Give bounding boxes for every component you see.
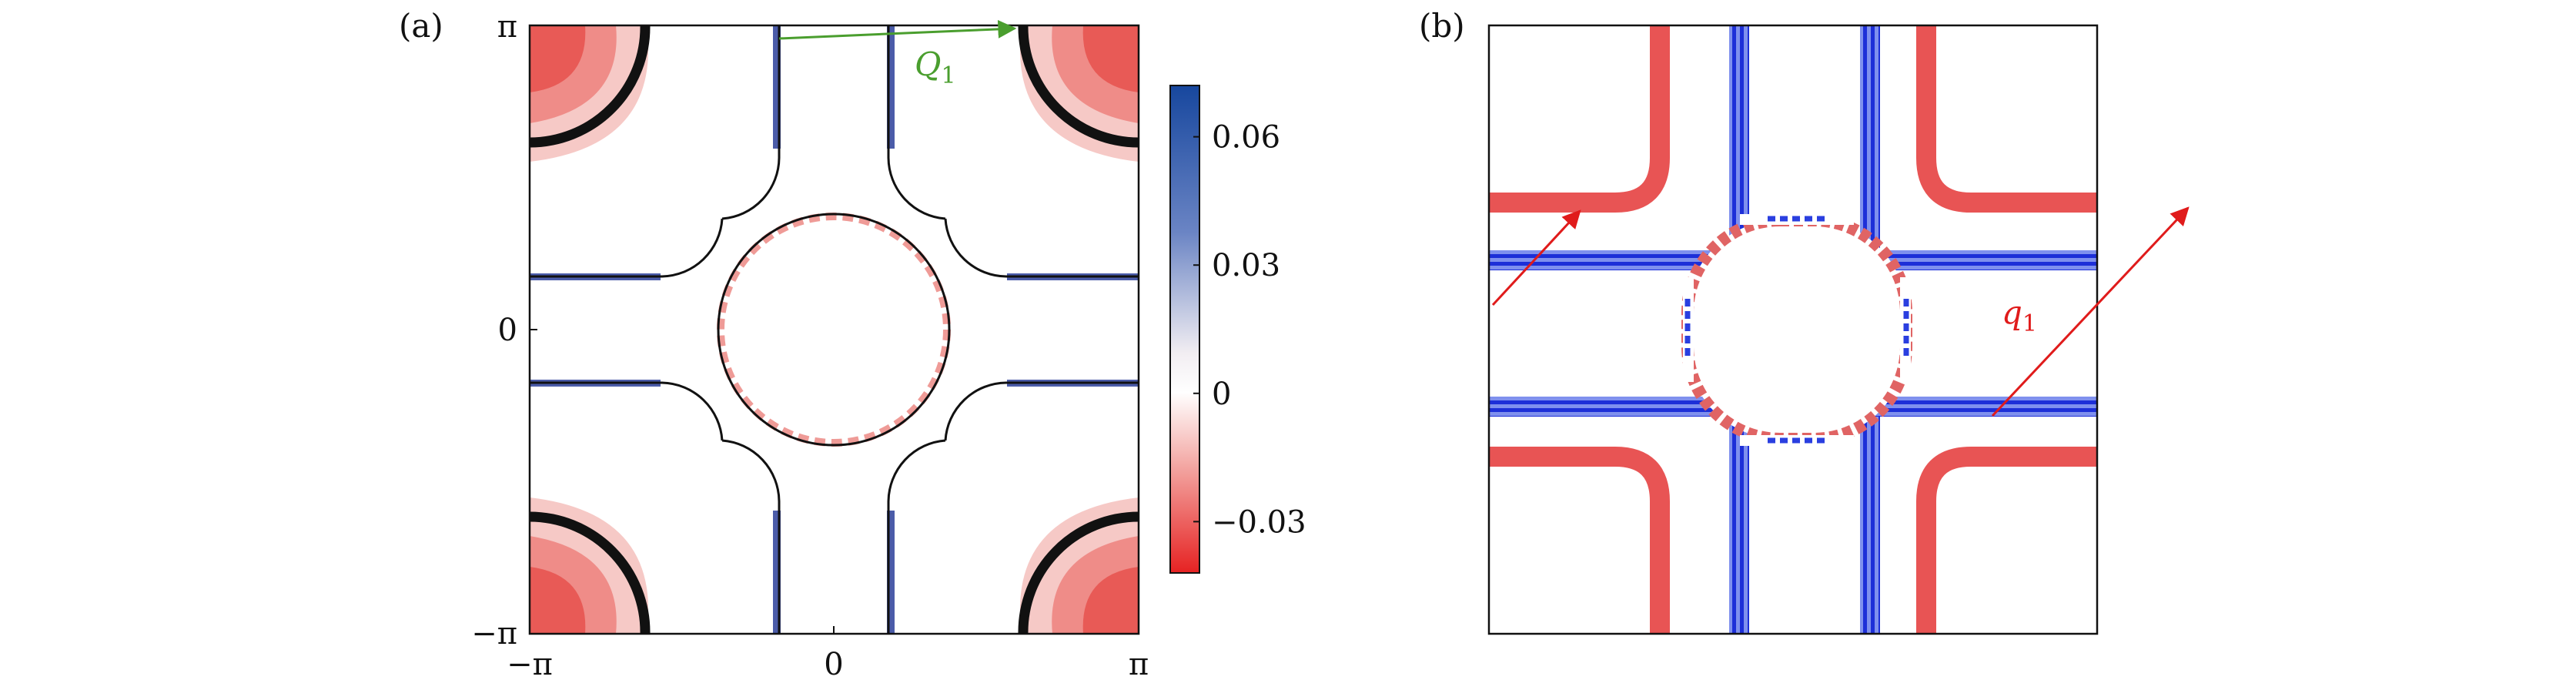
corner-pocket-bottom-right: [1019, 497, 1139, 634]
corner-pocket-top-right: [1019, 25, 1139, 162]
x-tick-pi: π: [1129, 647, 1149, 682]
q1-small-label-subscript: 1: [2022, 310, 2037, 337]
panel-b: (b): [1419, 7, 2190, 635]
colorbar-gradient: [1169, 85, 1200, 574]
panel-b-heatmap: [1489, 25, 2097, 634]
q1-long-arrow: [1991, 206, 2190, 417]
central-pocket-ring: [717, 213, 951, 447]
panel-a-label: (a): [399, 7, 443, 45]
panel-a: (a): [399, 7, 1149, 682]
q1-small-label: q1: [2002, 293, 2037, 337]
corner-pocket-top-left: [530, 25, 649, 162]
panel-a-heatmap: [530, 25, 1139, 634]
colorbar: 0.06 0.03 0 −0.03: [1169, 85, 1306, 574]
panel-a-x-ticks: −π 0 π: [507, 626, 1149, 682]
q1-label-subscript: 1: [941, 62, 955, 89]
central-pocket: [1681, 214, 1912, 446]
fermi-contours: [530, 25, 1139, 634]
colorbar-tick-label: 0: [1212, 377, 1231, 412]
x-tick-minus-pi: −π: [507, 647, 553, 682]
panel-a-y-ticks: π 0 −π: [471, 9, 537, 651]
q1-label: Q1: [915, 45, 956, 89]
q1-small-label-letter: q: [2002, 293, 2022, 331]
y-tick-zero: 0: [498, 313, 517, 348]
q1-large-arrow: [778, 19, 1017, 40]
y-tick-pi: π: [497, 9, 517, 45]
panel-b-label: (b): [1419, 7, 1465, 45]
colorbar-tick-label: 0.03: [1212, 248, 1280, 283]
colorbar-tick-label: 0.06: [1212, 120, 1280, 156]
q1-label-letter: Q: [915, 45, 941, 83]
y-tick-minus-pi: −π: [471, 616, 517, 651]
red-bands: [1489, 25, 2097, 634]
colorbar-ticks: 0.06 0.03 0 −0.03: [1193, 120, 1306, 540]
corner-pocket-bottom-left: [530, 497, 649, 634]
panel-b-frame: [1487, 24, 2099, 635]
x-tick-zero: 0: [824, 647, 843, 682]
colorbar-tick-label: −0.03: [1212, 504, 1306, 540]
q1-small-arrow: [1491, 209, 1581, 306]
